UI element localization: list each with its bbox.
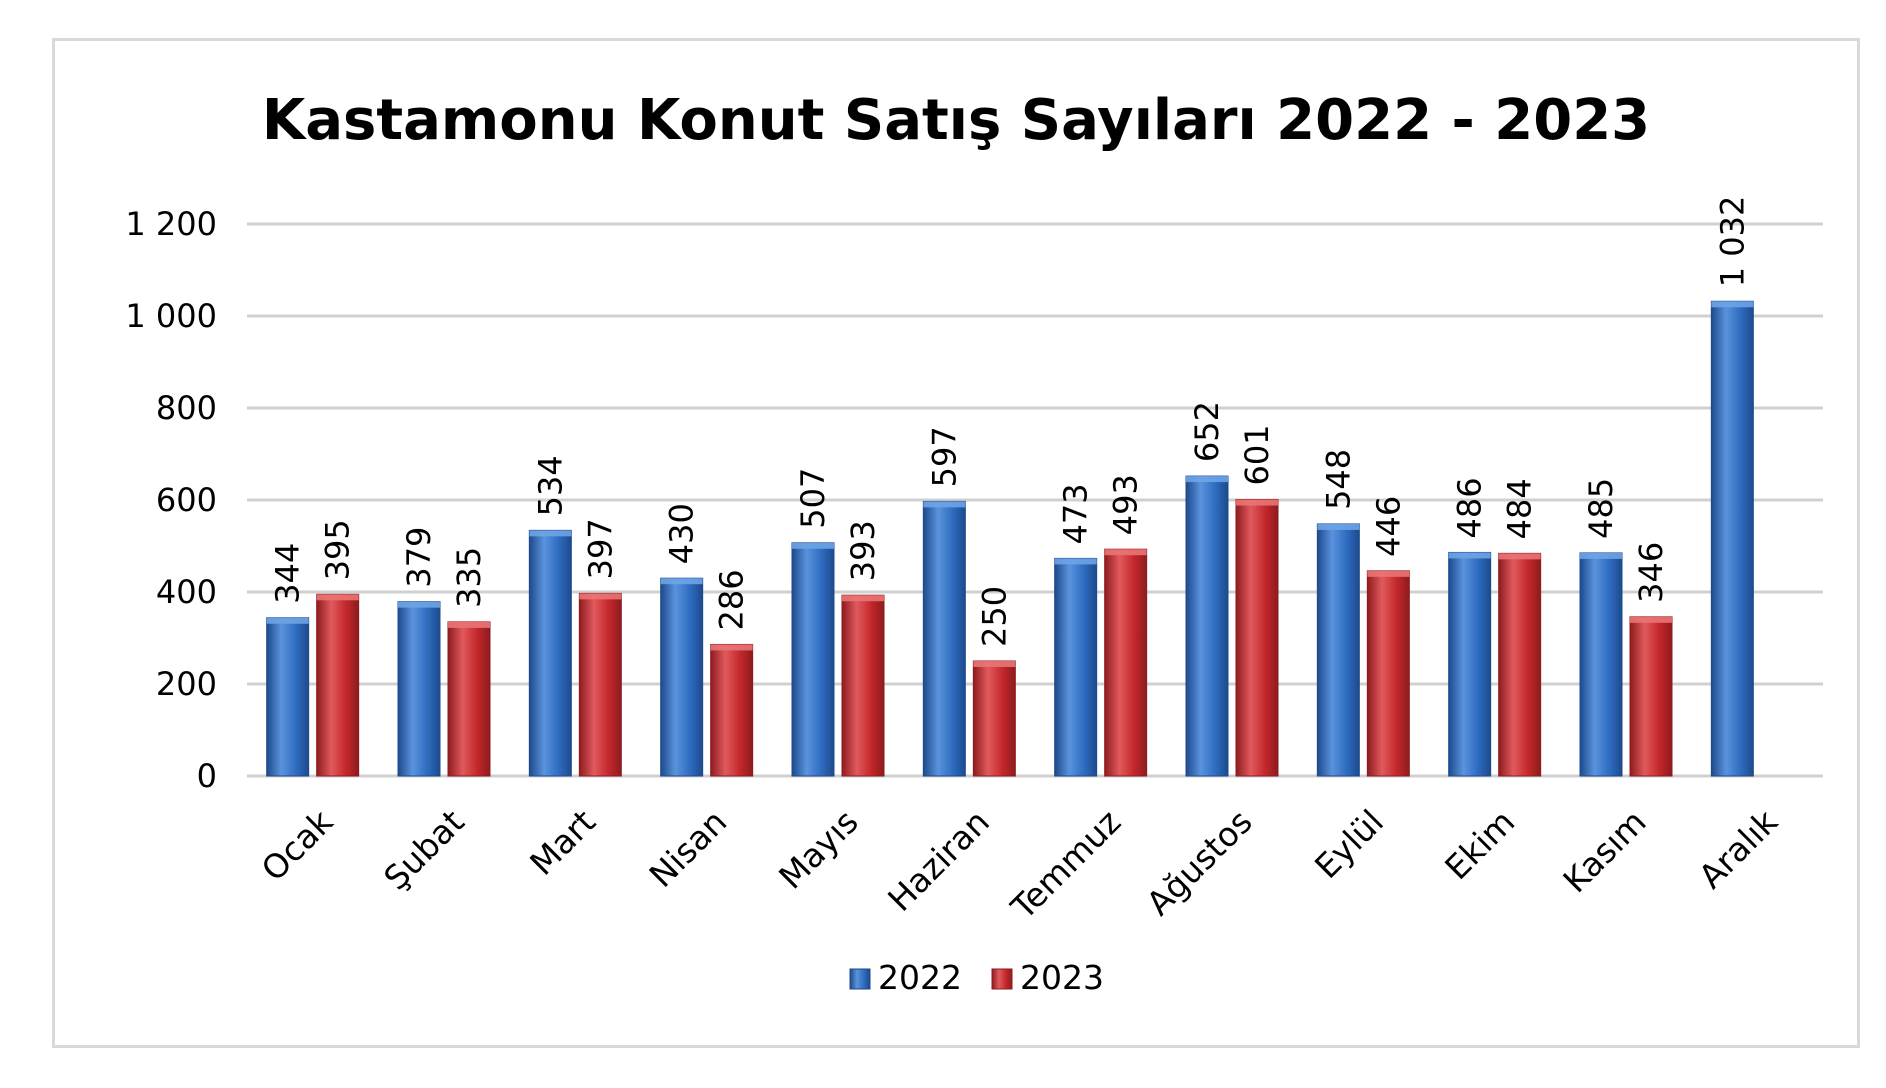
bar-cap: [1054, 558, 1097, 565]
data-label: 601: [1238, 424, 1276, 485]
x-tick-label: Şubat: [376, 802, 471, 897]
bar-2022-Temmuz: [1054, 557, 1098, 777]
bar-2022-Aralık: [1710, 300, 1754, 777]
bar-chart: Kastamonu Konut Satış Sayıları 2022 - 20…: [125, 88, 1823, 997]
bar-cap: [1498, 553, 1541, 560]
chart-frame: Kastamonu Konut Satış Sayıları 2022 - 20…: [52, 38, 1860, 1048]
legend-label-2023: 2023: [1020, 958, 1104, 997]
bar-2022-Kasım: [1579, 552, 1623, 777]
y-tick-label: 600: [156, 481, 217, 519]
data-label: 393: [844, 520, 882, 581]
bar-2023-Haziran: [972, 660, 1016, 777]
y-tick-label: 200: [156, 665, 217, 703]
legend-label-2022: 2022: [878, 958, 962, 997]
data-label: 446: [1369, 496, 1407, 557]
bar-cap: [266, 617, 309, 624]
bar-2023-Eylül: [1366, 570, 1410, 777]
bar-2023-Kasım: [1629, 616, 1673, 777]
data-label: 395: [319, 519, 357, 580]
bar-2022-Nisan: [660, 577, 704, 777]
data-label: 335: [450, 547, 488, 608]
x-tick-label: Aralık: [1691, 801, 1786, 896]
y-tick-label: 400: [156, 573, 217, 611]
bar-cap: [1317, 523, 1360, 530]
bar-2022-Haziran: [922, 500, 966, 777]
bar-cap: [1448, 552, 1491, 559]
bar-cap: [660, 578, 703, 585]
bar-cap: [398, 601, 440, 608]
data-label: 430: [663, 503, 701, 564]
data-label: 473: [1057, 483, 1095, 544]
bar-cap: [1630, 616, 1672, 623]
bar-2023-Ağustos: [1235, 499, 1279, 777]
x-tick-label: Haziran: [880, 802, 997, 919]
data-label: 493: [1107, 474, 1145, 535]
bar-cap: [1104, 549, 1147, 556]
bar-2022-Ocak: [266, 617, 310, 777]
data-label: 507: [794, 468, 832, 529]
chart-title: Kastamonu Konut Satış Sayıları 2022 - 20…: [262, 88, 1650, 153]
bar-cap: [579, 593, 622, 600]
y-tick-label: 800: [156, 389, 217, 427]
bar-2022-Şubat: [397, 601, 441, 777]
x-tick-label: Eylül: [1307, 802, 1391, 886]
bar-2023-Ekim: [1498, 552, 1542, 777]
bar-2023-Nisan: [710, 643, 754, 777]
bar-cap: [1367, 570, 1410, 577]
data-label: 534: [531, 455, 569, 516]
x-tick-label: Nisan: [642, 802, 735, 895]
legend-swatch-2022: [849, 968, 871, 990]
x-tick-label: Ocak: [254, 801, 341, 888]
bar-cap: [529, 530, 572, 537]
bar-2023-Ocak: [316, 593, 360, 777]
data-label: 1 032: [1713, 196, 1751, 288]
x-tick-label: Ekim: [1437, 802, 1522, 887]
y-tick-label: 1 000: [125, 297, 217, 335]
data-label: 485: [1582, 478, 1620, 539]
bar-cap: [1186, 476, 1228, 483]
bar-2023-Temmuz: [1104, 548, 1148, 777]
data-label: 652: [1188, 401, 1226, 462]
x-tick-label: Mayıs: [771, 802, 865, 896]
bar-cap: [923, 501, 966, 508]
x-tick-label: Kasım: [1556, 802, 1654, 900]
bar-cap: [1711, 301, 1754, 308]
bar-2022-Mayıs: [791, 542, 835, 777]
bar-2022-Mart: [528, 529, 572, 777]
bar-2022-Eylül: [1316, 523, 1360, 777]
legend-swatch-2023: [991, 968, 1013, 990]
bar-2022-Ekim: [1448, 551, 1492, 777]
data-label: 286: [713, 569, 751, 630]
data-label: 486: [1451, 477, 1489, 538]
bar-cap: [973, 661, 1016, 667]
bar-2022-Ağustos: [1185, 475, 1229, 777]
data-label: 597: [925, 426, 963, 487]
bar-2023-Mayıs: [841, 594, 885, 777]
bar-cap: [1236, 499, 1278, 506]
data-label: 346: [1632, 542, 1670, 603]
x-tick-label: Temmuz: [1003, 802, 1128, 927]
x-tick-label: Mart: [522, 802, 603, 883]
bar-cap: [1580, 552, 1622, 559]
bar-cap: [448, 621, 490, 628]
data-label: 379: [400, 527, 438, 588]
bar-cap: [842, 595, 884, 602]
data-label: 397: [581, 518, 619, 579]
data-label: 250: [975, 586, 1013, 647]
bar-cap: [316, 594, 359, 601]
data-label: 548: [1319, 449, 1357, 510]
bar-cap: [710, 644, 753, 651]
y-tick-label: 1 200: [125, 205, 217, 243]
bar-2023-Mart: [578, 592, 622, 777]
x-tick-label: Ağustos: [1139, 802, 1260, 923]
data-label: 484: [1501, 478, 1539, 539]
bar-cap: [792, 542, 834, 549]
data-label: 344: [269, 543, 307, 604]
bar-2023-Şubat: [447, 621, 491, 777]
y-tick-label: 0: [197, 757, 217, 795]
legend: 2022 2023: [849, 958, 1104, 997]
